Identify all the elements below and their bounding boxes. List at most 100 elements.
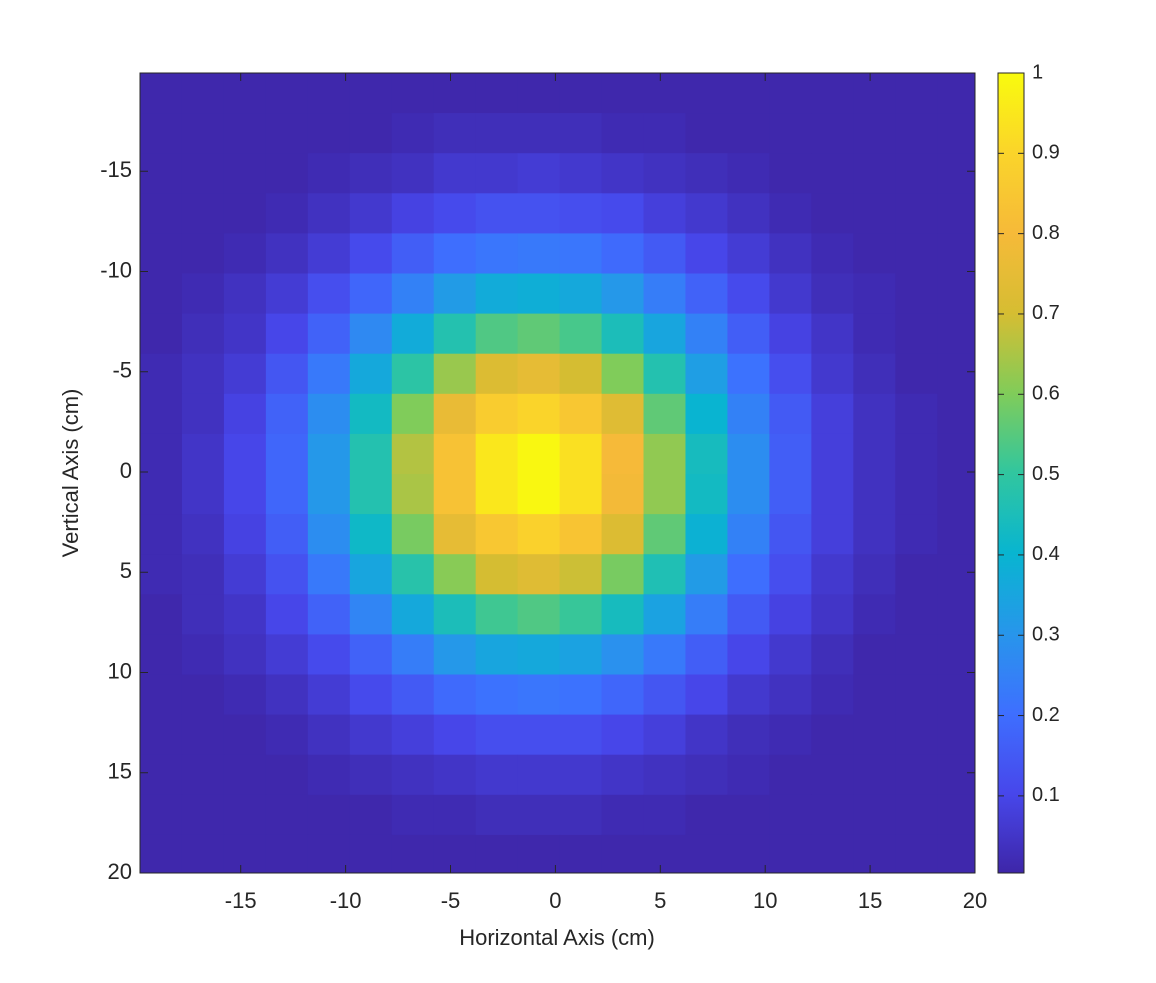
heatmap-cell [559,433,603,475]
heatmap-cell [307,433,351,475]
heatmap-cell [853,73,896,114]
y-tick-label: -10 [100,257,132,282]
heatmap-cell [140,73,183,114]
heatmap-cell [937,433,975,475]
x-tick-label: 5 [654,888,666,913]
heatmap-cell [140,514,183,555]
colorbar-tick-label: 0.8 [1032,222,1060,244]
heatmap-cell [895,474,938,515]
heatmap-cell [601,353,645,395]
heatmap-cell [643,634,686,676]
heatmap-cell [937,754,975,796]
heatmap-cell [517,233,561,275]
heatmap-cell [937,273,975,315]
heatmap-cell [769,514,812,555]
heatmap-cell [601,313,645,355]
heatmap-cell [517,433,561,475]
heatmap-cell [140,794,183,836]
heatmap-cell [140,193,183,234]
heatmap-cell [601,153,645,194]
heatmap-cell [140,393,183,435]
heatmap-cell [475,273,519,315]
heatmap-cell [937,794,975,836]
heatmap-cell [895,113,938,154]
heatmap-cell [475,794,519,836]
heatmap-cell [265,714,309,756]
heatmap-cell [601,433,645,475]
heatmap-cell [685,153,728,194]
heatmap-cell [307,153,351,194]
heatmap-cell [643,153,686,194]
heatmap-cell [349,594,393,635]
heatmap-cell [349,754,393,796]
heatmap-cell [265,674,309,716]
heatmap-cell [181,474,225,515]
heatmap-cell [727,714,770,756]
heatmap-cell [475,113,519,154]
heatmap-cell [433,474,477,515]
heatmap-cell [433,594,477,635]
heatmap-cell [517,794,561,836]
colorbar-tick-label: 1 [1032,61,1043,83]
heatmap-cell [853,193,896,234]
heatmap-cell [937,313,975,355]
heatmap-cell [349,273,393,315]
heatmap-cell [643,474,686,515]
heatmap-cell [769,714,812,756]
heatmap-cell [517,514,561,555]
colorbar-tick-label: 0.5 [1032,463,1060,485]
heatmap-cell [769,834,812,873]
heatmap-cell [307,273,351,315]
heatmap-cell [601,634,645,676]
heatmap-cell [601,273,645,315]
heatmap-cell [559,554,603,595]
heatmap-cell [517,634,561,676]
heatmap-cell [265,433,309,475]
heatmap-cell [811,393,854,435]
heatmap-cell [433,233,477,275]
heatmap-cell [223,514,267,555]
heatmap-cell [349,113,393,154]
heatmap-cell [937,474,975,515]
colorbar-tick-label: 0.1 [1032,784,1060,806]
heatmap-cell [685,113,728,154]
heatmap-cell [349,674,393,716]
heatmap-cell [433,514,477,555]
heatmap-cell [643,433,686,475]
heatmap-cell [895,193,938,234]
heatmap-cell [181,834,225,873]
heatmap-cell [433,193,477,234]
heatmap-cell [643,834,686,873]
heatmap-cell [140,273,183,315]
heatmap-cell [601,193,645,234]
heatmap-cell [475,313,519,355]
heatmap-cell [181,674,225,716]
heatmap-cell [685,714,728,756]
heatmap-cell [391,674,435,716]
heatmap-cell [769,594,812,635]
y-tick-label: 15 [108,759,132,784]
heatmap-cell [181,554,225,595]
heatmap-cell [517,714,561,756]
heatmap-cell [307,834,351,873]
heatmap-cell [937,113,975,154]
heatmap-cell [265,514,309,555]
heatmap-cell [643,714,686,756]
heatmap-cell [559,474,603,515]
heatmap-cell [727,433,770,475]
heatmap-cell [853,153,896,194]
heatmap-cell [727,794,770,836]
heatmap-cell [307,113,351,154]
heatmap-cell [140,714,183,756]
heatmap-cell [685,674,728,716]
heatmap-cell [811,794,854,836]
heatmap-cell [223,714,267,756]
heatmap-cell [223,73,267,114]
heatmap-cell [811,674,854,716]
heatmap-cell [223,193,267,234]
heatmap-cell [685,273,728,315]
heatmap-cell [559,514,603,555]
heatmap-cell [517,393,561,435]
heatmap-cell [559,313,603,355]
heatmap-cell [769,153,812,194]
